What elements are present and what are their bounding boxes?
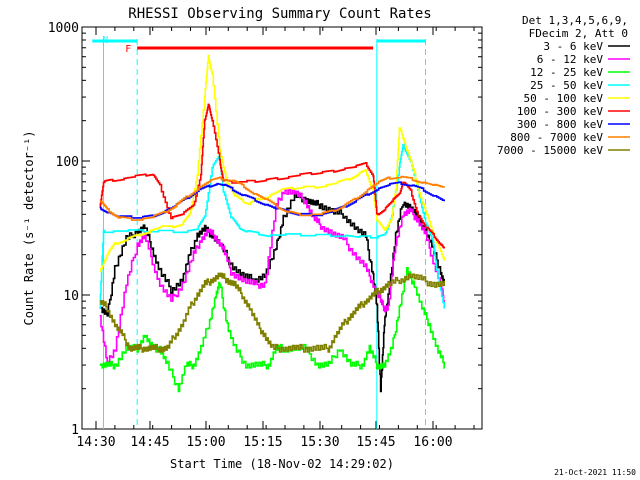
chart-title: RHESSI Observing Summary Count Rates xyxy=(128,6,431,22)
y-tick-label: 1000 xyxy=(48,21,79,36)
series-line xyxy=(99,175,445,221)
legend-entry-label: 3 - 6 keV xyxy=(543,40,603,53)
series-line xyxy=(99,181,445,219)
x-axis-label: Start Time (18-Nov-02 14:29:02) xyxy=(170,457,394,471)
x-tick-label: 14:30 xyxy=(76,435,115,450)
series-line xyxy=(99,54,445,273)
x-tick-label: 15:45 xyxy=(356,435,395,450)
legend-entry-label: 6 - 12 keV xyxy=(537,53,604,66)
x-tick-label: 16:00 xyxy=(413,435,452,450)
x-tick-label: 15:30 xyxy=(300,435,339,450)
y-tick-label: 10 xyxy=(63,289,79,304)
series-line xyxy=(99,103,445,249)
legend-entry-label: 50 - 100 keV xyxy=(524,92,604,105)
x-tick-label: 15:00 xyxy=(186,435,225,450)
legend-entry-label: 7000 - 15000 keV xyxy=(497,144,603,157)
legend-header: FDecim 2, Att 0 xyxy=(529,27,628,40)
observing-flag-label: N xyxy=(102,35,108,46)
legend-entry-label: 25 - 50 keV xyxy=(530,79,603,92)
y-tick-label: 1 xyxy=(71,423,79,438)
x-tick-label: 15:15 xyxy=(243,435,282,450)
footer-timestamp: 21-Oct-2021 11:50 xyxy=(554,468,636,477)
legend-header: Det 1,3,4,5,6,9, xyxy=(522,14,628,27)
legend-entry-label: 100 - 300 keV xyxy=(517,105,603,118)
y-tick-label: 100 xyxy=(56,155,79,170)
x-tick-label: 14:45 xyxy=(130,435,169,450)
series-line xyxy=(99,188,445,364)
observing-flag-label: F xyxy=(125,44,131,55)
series-line xyxy=(99,191,445,393)
series-line xyxy=(99,272,445,353)
legend-entry-label: 12 - 25 keV xyxy=(530,66,603,79)
y-axis-label: Count Rate (s⁻¹ detector⁻¹) xyxy=(22,130,36,325)
legend-entry-label: 800 - 7000 keV xyxy=(510,131,603,144)
plot-frame xyxy=(81,26,483,430)
series-line xyxy=(99,267,445,393)
legend-entry-label: 300 - 800 keV xyxy=(517,118,603,131)
